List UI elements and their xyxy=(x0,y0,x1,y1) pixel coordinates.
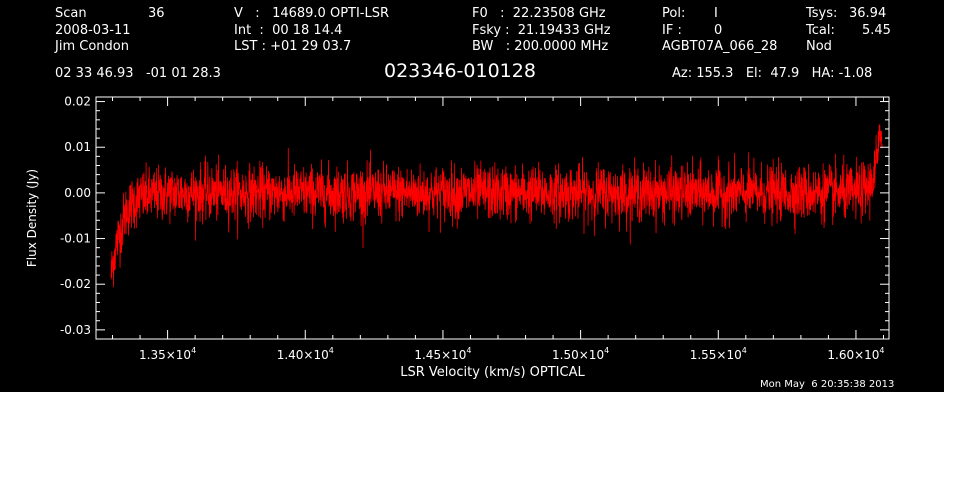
if-label: IF : xyxy=(662,23,682,38)
pol-value: I xyxy=(714,6,718,21)
y-axis-label: Flux Density (Jy) xyxy=(25,169,39,267)
scan-value: 36 xyxy=(148,6,165,21)
source-coordinates: 02 33 46.93 -01 01 28.3 xyxy=(55,66,221,81)
x-axis-label: LSR Velocity (km/s) OPTICAL xyxy=(400,365,585,380)
scan-label: Scan xyxy=(55,6,87,21)
project-id: AGBT07A_066_28 xyxy=(662,39,778,54)
spectrum-plot-panel: Scan 36 2008-03-11 Jim Condon V : 14689.… xyxy=(0,0,944,392)
tcal-value: 5.45 xyxy=(862,23,891,38)
x-tick-label: 1.40×104 xyxy=(277,346,334,362)
if-value: 0 xyxy=(714,23,723,38)
spectrum-trace xyxy=(110,124,883,288)
obs-mode: Nod xyxy=(806,39,832,54)
spectrum-chart: 0.02 0.01 0.00 -0.01 -0.02 -0.03 1.35×104 1.40×… xyxy=(25,95,890,380)
y-tick-label: 0.02 xyxy=(64,95,91,109)
x-tick-label: 1.55×104 xyxy=(690,346,747,362)
y-tick-label: -0.03 xyxy=(60,323,91,337)
plot-timestamp: Mon May 6 20:35:38 2013 xyxy=(760,379,895,390)
plot-frame xyxy=(95,96,890,340)
y-tick-label: 0.01 xyxy=(64,140,91,154)
tsys-value: 36.94 xyxy=(849,6,887,21)
lst-line: LST : +01 29 03.7 xyxy=(234,39,352,54)
y-tick-label: 0.00 xyxy=(64,186,91,200)
fsky-line: Fsky : 21.19433 GHz xyxy=(472,23,611,38)
x-tick-label: 1.50×104 xyxy=(552,346,609,362)
x-tick-label: 1.45×104 xyxy=(414,346,471,362)
integration-line: Int : 00 18 14.4 xyxy=(234,23,343,38)
velocity-line: V : 14689.0 OPTI-LSR xyxy=(234,6,390,21)
x-tick-label: 1.60×104 xyxy=(827,346,884,362)
tsys-label: Tsys: xyxy=(806,6,838,21)
x-tick-label: 1.35×104 xyxy=(139,346,196,362)
y-tick-label: -0.01 xyxy=(60,232,91,246)
bandwidth-line: BW : 200.0000 MHz xyxy=(472,39,609,54)
source-name-title: 023346-010128 xyxy=(384,60,536,82)
obs-date: 2008-03-11 xyxy=(55,23,131,38)
pol-label: Pol: xyxy=(662,6,686,21)
y-tick-label: -0.02 xyxy=(60,277,91,291)
f0-line: F0 : 22.23508 GHz xyxy=(472,6,606,21)
tcal-label: Tcal: xyxy=(806,23,835,38)
az-el-ha-readout: Az: 155.3 El: 47.9 HA: -1.08 xyxy=(672,66,873,81)
observer-name: Jim Condon xyxy=(55,39,129,54)
